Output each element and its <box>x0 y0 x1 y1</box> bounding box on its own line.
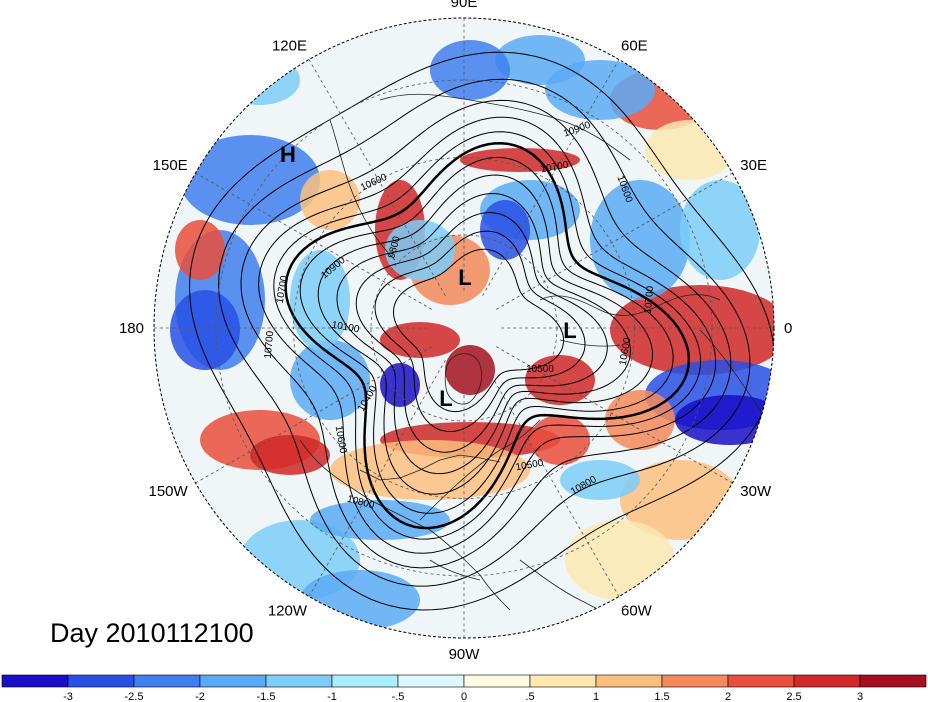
colorbar-tick-label: -2 <box>195 691 205 702</box>
longitude-label: 60W <box>621 602 653 619</box>
colorbar-box <box>1 674 69 688</box>
height-contour <box>392 248 565 413</box>
colorbar-box <box>397 674 465 688</box>
anomaly-blob <box>530 415 590 465</box>
low-pressure-label: L <box>563 318 576 343</box>
contour-value-label: 10500 <box>526 364 554 375</box>
anomaly-blob <box>380 363 420 407</box>
anomaly-blob <box>480 200 530 260</box>
height-contour <box>284 141 691 530</box>
colorbar-box <box>595 674 663 688</box>
anomaly-blob <box>250 435 330 475</box>
anomaly-blob <box>680 180 760 280</box>
anomaly-blob <box>430 40 510 100</box>
anomaly-blob <box>590 180 690 300</box>
height-contour <box>240 99 732 569</box>
longitude-label: 150E <box>153 157 188 174</box>
colorbar-tick-label: 0 <box>461 691 467 702</box>
anomaly-blob <box>385 220 455 280</box>
colorbar-box <box>793 674 861 688</box>
longitude-label: 90W <box>449 646 481 663</box>
map-disk <box>154 18 774 638</box>
colorbar-box <box>859 674 927 688</box>
anomaly-blob <box>180 135 320 225</box>
contour-value-label: 10600 <box>618 336 634 366</box>
longitude-label: 60E <box>621 38 648 55</box>
colorbar-box <box>133 674 201 688</box>
contour-value-label: 10700 <box>263 330 276 359</box>
contour-value-label: 10700 <box>643 285 656 314</box>
colorbar-tick-label: .5 <box>525 691 534 702</box>
colorbar-box <box>727 674 795 688</box>
longitude-label: 150W <box>149 483 189 500</box>
colorbar-box <box>661 674 729 688</box>
anomaly-field <box>170 35 774 630</box>
longitude-labels: 90E 60E 30E 0 30W 60W 90W 120W 150W 180 150E 120E <box>119 0 792 663</box>
height-contour <box>189 51 774 611</box>
anomaly-blob <box>290 250 350 350</box>
colorbar-boxes <box>1 674 927 688</box>
anomaly-blob <box>175 220 225 280</box>
colorbar-tick-label: -1.5 <box>257 691 276 702</box>
colorbar-tick-label: 1.5 <box>654 691 669 702</box>
colorbar-tick-label: 3 <box>857 691 863 702</box>
anomaly-blob <box>460 148 580 172</box>
colorbar-box <box>463 674 531 688</box>
colorbar-ticks: -3 -2.5 -2 -1.5 -1 -.5 0 .5 1 1.5 2 2.5 3 <box>63 691 863 702</box>
colorbar-tick-label: -3 <box>63 691 73 702</box>
high-pressure-label: H <box>280 142 296 167</box>
colorbar: -3 -2.5 -2 -1.5 -1 -.5 0 .5 1 1.5 2 2.5 3 <box>1 674 927 702</box>
colorbar-tick-label: 2 <box>725 691 731 702</box>
gridlines <box>154 18 774 638</box>
anomaly-blob <box>560 460 640 500</box>
anomaly-blob <box>170 290 240 370</box>
anomaly-blob <box>220 55 300 105</box>
longitude-label: 0 <box>784 320 792 337</box>
longitude-label: 30W <box>740 483 772 500</box>
anomaly-blob <box>495 35 585 85</box>
colorbar-box <box>529 674 597 688</box>
contour-value-label: 10700 <box>275 274 291 304</box>
longitude-label: 120E <box>272 38 307 55</box>
longitude-label: 90E <box>451 0 478 11</box>
contour-value-label: 10600 <box>333 425 349 455</box>
anomaly-blob <box>525 355 595 405</box>
height-contour <box>299 156 674 514</box>
colorbar-tick-label: 2.5 <box>786 691 801 702</box>
colorbar-box <box>331 674 399 688</box>
colorbar-box <box>199 674 267 688</box>
colorbar-box <box>265 674 333 688</box>
height-contour <box>258 116 717 554</box>
map-boundary <box>153 17 775 639</box>
colorbar-tick-label: -1 <box>327 691 337 702</box>
low-pressure-label: L <box>458 265 471 290</box>
low-pressure-label: L <box>439 386 452 411</box>
colorbar-box <box>67 674 135 688</box>
anomaly-blob <box>445 345 495 395</box>
contour-value-label: 10700 <box>540 160 570 176</box>
longitude-label: 30E <box>740 157 767 174</box>
colorbar-tick-label: -.5 <box>392 691 405 702</box>
anomaly-blob <box>330 440 530 500</box>
height-contour <box>273 131 702 540</box>
anomaly-blob <box>675 395 774 445</box>
height-contour <box>317 174 654 495</box>
anomaly-blob <box>300 570 420 630</box>
longitude-label: 180 <box>119 320 144 337</box>
contour-value-label: 10100 <box>331 320 361 336</box>
anomaly-blob <box>310 500 450 540</box>
contour-value-label: 10500 <box>515 458 545 474</box>
day-title: Day 2010112100 <box>50 618 254 648</box>
coastlines <box>299 93 774 638</box>
polar-map: 90E 60E 30E 0 30W 60W 90W 120W 150W 180 150E 120E H… <box>119 0 792 663</box>
pressure-center-labels: H L L L <box>280 142 577 411</box>
longitude-label: 120W <box>268 602 308 619</box>
anomaly-blob <box>645 120 735 180</box>
colorbar-tick-label: -2.5 <box>125 691 144 702</box>
colorbar-tick-label: 1 <box>593 691 599 702</box>
